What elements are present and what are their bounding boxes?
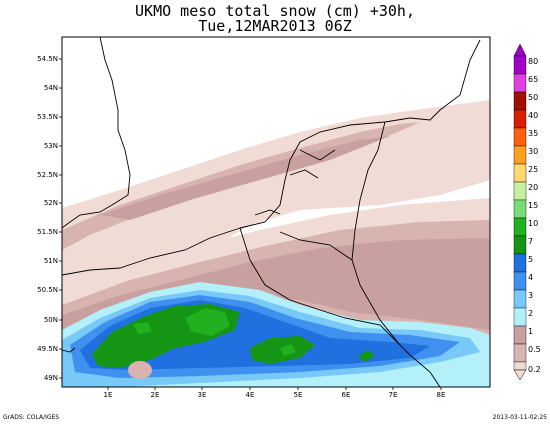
snow-field bbox=[62, 100, 490, 387]
colorbar-box-65 bbox=[513, 73, 527, 93]
colorbar-label: 3 bbox=[528, 291, 534, 300]
colorbar-label: 20 bbox=[528, 183, 539, 192]
lat-label: 52N bbox=[43, 199, 58, 207]
lon-label: 2E bbox=[150, 391, 160, 399]
lon-label: 3E bbox=[197, 391, 207, 399]
colorbar-box-0.2 bbox=[513, 361, 527, 371]
colorbar-box-3 bbox=[513, 289, 527, 309]
river-rhine bbox=[351, 259, 401, 346]
lat-label: 54N bbox=[43, 84, 58, 92]
lon-label: 8E bbox=[436, 391, 446, 399]
colorbar-label: 7 bbox=[528, 237, 534, 246]
colorbar-top-arrow bbox=[513, 43, 527, 57]
colorbar-label: 50 bbox=[528, 93, 539, 102]
lon-label: 7E bbox=[388, 391, 398, 399]
border-be-de bbox=[279, 231, 353, 261]
colorbar-label: 2 bbox=[528, 309, 534, 318]
lat-label: 49.5N bbox=[37, 345, 58, 353]
colorbar-label: 1 bbox=[528, 327, 534, 336]
software-credit: GrADS: COLA/IGES bbox=[3, 414, 60, 421]
border-fr-be bbox=[239, 227, 321, 311]
colorbar-box-5 bbox=[513, 253, 527, 273]
snow-band-0.2 bbox=[62, 100, 490, 300]
colorbar-box-25 bbox=[513, 163, 527, 183]
lat-label: 53.5N bbox=[37, 113, 58, 121]
colorbar-label: 65 bbox=[528, 75, 539, 84]
axis-ticks bbox=[59, 58, 442, 390]
lat-label: 53N bbox=[43, 142, 58, 150]
chart-title-line-2: Tue,12MAR2013 06Z bbox=[198, 17, 352, 35]
colorbar-box-0.5 bbox=[513, 343, 527, 363]
colorbar-label: 4 bbox=[528, 273, 534, 282]
snow-band-10-east bbox=[280, 344, 296, 356]
colorbar-box-35 bbox=[513, 127, 527, 147]
lat-label: 52.5N bbox=[37, 171, 58, 179]
colorbar-box-2 bbox=[513, 307, 527, 327]
coastline-germany bbox=[409, 39, 481, 121]
colorbar-box-1 bbox=[513, 325, 527, 345]
lat-label: 50.5N bbox=[37, 286, 58, 294]
colorbar-box-4 bbox=[513, 271, 527, 291]
colorbar-box-50 bbox=[513, 91, 527, 111]
lat-label: 50N bbox=[43, 316, 58, 324]
colorbar-bottom-arrow bbox=[513, 369, 527, 381]
colorbar-box-80 bbox=[513, 55, 527, 75]
coastline-belgium-nl bbox=[239, 117, 411, 229]
plot-frame bbox=[61, 36, 491, 388]
border-fr-de bbox=[319, 309, 441, 388]
colorbar-box-7 bbox=[513, 235, 527, 255]
border-nl-de bbox=[351, 121, 386, 261]
colorbar-box-10 bbox=[513, 217, 527, 237]
colorbar-label: 0.5 bbox=[528, 345, 541, 354]
snow-band-10 bbox=[185, 308, 230, 336]
colorbar-label: 15 bbox=[528, 201, 539, 210]
colorbar-label: 35 bbox=[528, 129, 539, 138]
colorbar-box-20 bbox=[513, 181, 527, 201]
coastlines-borders bbox=[61, 36, 481, 388]
generation-timestamp: 2013-03-11-02:25 bbox=[492, 414, 547, 421]
colorbar-label: 30 bbox=[528, 147, 539, 156]
lat-label: 54.5N bbox=[37, 55, 58, 63]
lat-label: 51N bbox=[43, 257, 58, 265]
coastline-estuaries bbox=[254, 149, 336, 216]
lon-label: 5E bbox=[293, 391, 303, 399]
coastline-france bbox=[61, 227, 241, 276]
colorbar bbox=[513, 43, 527, 381]
colorbar-label: 80 bbox=[528, 57, 539, 66]
snow-low-patch bbox=[128, 361, 152, 379]
lat-label: 49N bbox=[43, 374, 58, 382]
colorbar-label: 5 bbox=[528, 255, 534, 264]
colorbar-label: 40 bbox=[528, 111, 539, 120]
colorbar-box-30 bbox=[513, 145, 527, 165]
lon-label: 4E bbox=[245, 391, 255, 399]
snow-band-1-north bbox=[100, 136, 390, 220]
coastline-uk bbox=[61, 36, 131, 229]
colorbar-label: 10 bbox=[528, 219, 539, 228]
coast-fr-west bbox=[61, 347, 76, 353]
chart-title-line-1: UKMO meso total snow (cm) +30h, bbox=[135, 2, 415, 20]
lat-label: 51.5N bbox=[37, 228, 58, 236]
colorbar-box-40 bbox=[513, 109, 527, 129]
lon-label: 1E bbox=[103, 391, 113, 399]
lon-label: 6E bbox=[341, 391, 351, 399]
snow-band-7-small bbox=[358, 350, 375, 362]
colorbar-box-15 bbox=[513, 199, 527, 219]
colorbar-label: 0.2 bbox=[528, 365, 541, 374]
snow-band-10-small bbox=[133, 322, 152, 334]
colorbar-label: 25 bbox=[528, 165, 539, 174]
